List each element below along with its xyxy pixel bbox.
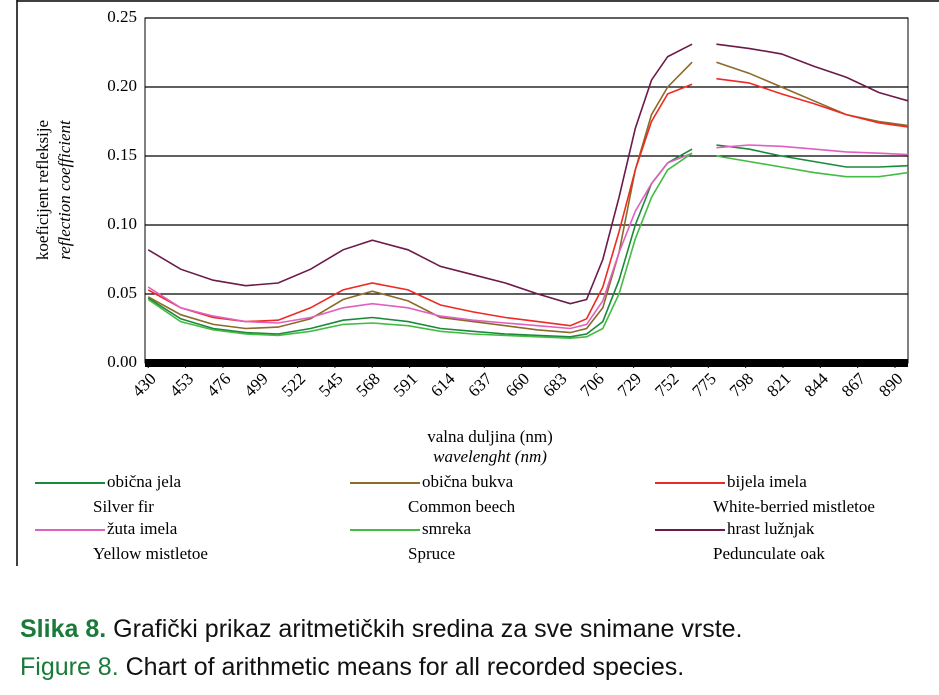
x-tick-label: 867 — [838, 369, 870, 401]
legend-label: Spruce — [408, 544, 455, 563]
x-tick-label: 637 — [464, 369, 496, 401]
x-tick-label: 729 — [614, 369, 645, 400]
data-line — [147, 152, 909, 340]
legend-label: bijela imela — [727, 472, 807, 491]
x-tick-label: 430 — [128, 369, 159, 400]
x-tick-label: 660 — [502, 369, 533, 400]
y-tick-label: 0.25 — [107, 7, 137, 26]
legend-label: Silver fir — [93, 497, 154, 516]
caption-text: Chart of arithmetic means for all record… — [126, 653, 685, 681]
legend-label: Common beech — [408, 497, 516, 516]
x-tick-label: 844 — [800, 369, 832, 401]
caption-label: Figure 8. — [20, 653, 119, 681]
x-tick-label: 476 — [203, 369, 234, 400]
data-line — [147, 144, 909, 330]
y-axis-label: koeficijent refleksije — [33, 120, 52, 260]
data-line — [147, 43, 909, 305]
x-tick-label: 545 — [315, 369, 346, 400]
x-tick-label: 568 — [352, 369, 383, 400]
y-axis-label: reflection coefficient — [55, 119, 74, 260]
legend-label: White-berried mistletoe — [713, 497, 875, 516]
y-tick-label: 0.10 — [107, 214, 137, 233]
x-tick-label: 706 — [576, 369, 607, 400]
x-axis-label: wavelenght (nm) — [433, 447, 547, 466]
legend-label: hrast lužnjak — [727, 519, 815, 538]
data-line — [147, 77, 909, 327]
x-tick-label: 798 — [726, 369, 757, 400]
x-tick-label: 890 — [875, 369, 906, 400]
data-line — [147, 61, 909, 334]
y-tick-label: 0.15 — [107, 145, 137, 164]
caption-text: Grafički prikaz aritmetičkih sredina za … — [113, 615, 742, 643]
x-axis-label: valna duljina (nm) — [427, 427, 553, 446]
data-line — [147, 144, 909, 338]
x-tick-label: 821 — [763, 369, 794, 400]
legend-label: obična jela — [107, 472, 182, 491]
plot-frame — [144, 17, 909, 364]
legend-label: Yellow mistletoe — [93, 544, 208, 563]
x-tick-label: 453 — [166, 369, 197, 400]
y-tick-label: 0.20 — [107, 76, 137, 95]
x-tick-label: 752 — [651, 369, 682, 400]
x-tick-label: 683 — [539, 369, 570, 400]
y-tick-label: 0.00 — [107, 352, 137, 371]
caption: Slika 8. Grafički prikaz aritmetičkih sr… — [20, 615, 743, 643]
caption: Figure 8. Chart of arithmetic means for … — [20, 653, 684, 681]
legend-label: Pedunculate oak — [713, 544, 825, 563]
legend-label: smreka — [422, 519, 472, 538]
x-tick-label: 614 — [427, 369, 459, 401]
legend-label: obična bukva — [422, 472, 514, 491]
legend-label: žuta imela — [107, 519, 178, 538]
y-tick-label: 0.05 — [107, 283, 137, 302]
x-tick-label: 591 — [390, 369, 421, 400]
x-tick-label: 522 — [278, 369, 309, 400]
x-tick-label: 775 — [688, 369, 719, 400]
caption-label: Slika 8. — [20, 615, 106, 643]
x-tick-label: 499 — [240, 369, 271, 400]
